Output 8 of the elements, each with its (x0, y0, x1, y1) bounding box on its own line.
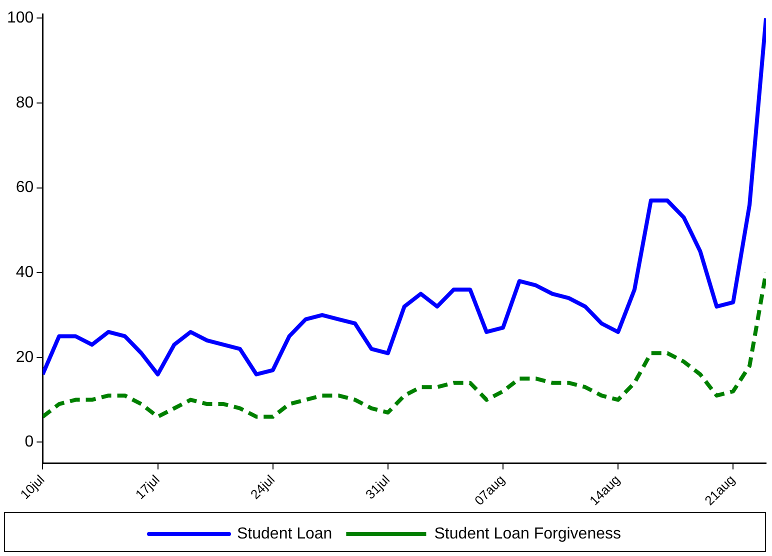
y-tick-label: 60 (16, 179, 34, 196)
legend-label: Student Loan Forgiveness (434, 525, 621, 542)
y-tick-label: 20 (16, 348, 34, 366)
legend-label: Student Loan (237, 525, 332, 542)
y-tick-label: 80 (16, 94, 34, 112)
y-tick-label: 40 (16, 264, 34, 282)
y-tick-label: 100 (6, 10, 34, 27)
y-tick-label: 0 (24, 434, 34, 451)
